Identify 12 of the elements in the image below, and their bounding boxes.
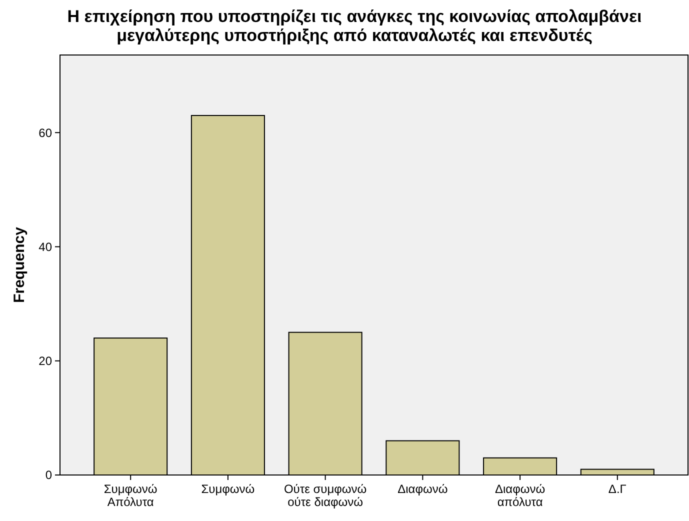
- x-tick-label: Διαφωνώ απόλυτα: [494, 482, 546, 509]
- x-tick-label: Διαφωνώ: [398, 482, 448, 496]
- x-tick-label: Συμφωνώ: [201, 482, 255, 496]
- chart-title: Η επιχείρηση που υποστηρίζει τις ανάγκες της κοινωνίας απολαμβάνει μεγαλύτερης υποστήριξης από καταναλωτές και επενδυτές: [67, 7, 642, 45]
- y-tick-label: 60: [38, 126, 52, 140]
- x-tick-label: Δ.Γ: [608, 482, 627, 496]
- y-tick-label: 20: [38, 354, 52, 368]
- x-tick-label: Ούτε συμφωνώ ούτε διαφωνώ: [284, 482, 367, 509]
- y-tick-label: 0: [45, 468, 52, 482]
- y-tick-label: 40: [38, 240, 52, 254]
- y-axis-title: Frequency: [11, 226, 28, 303]
- x-tick-label: Συμφωνώ Απόλυτα: [104, 482, 158, 509]
